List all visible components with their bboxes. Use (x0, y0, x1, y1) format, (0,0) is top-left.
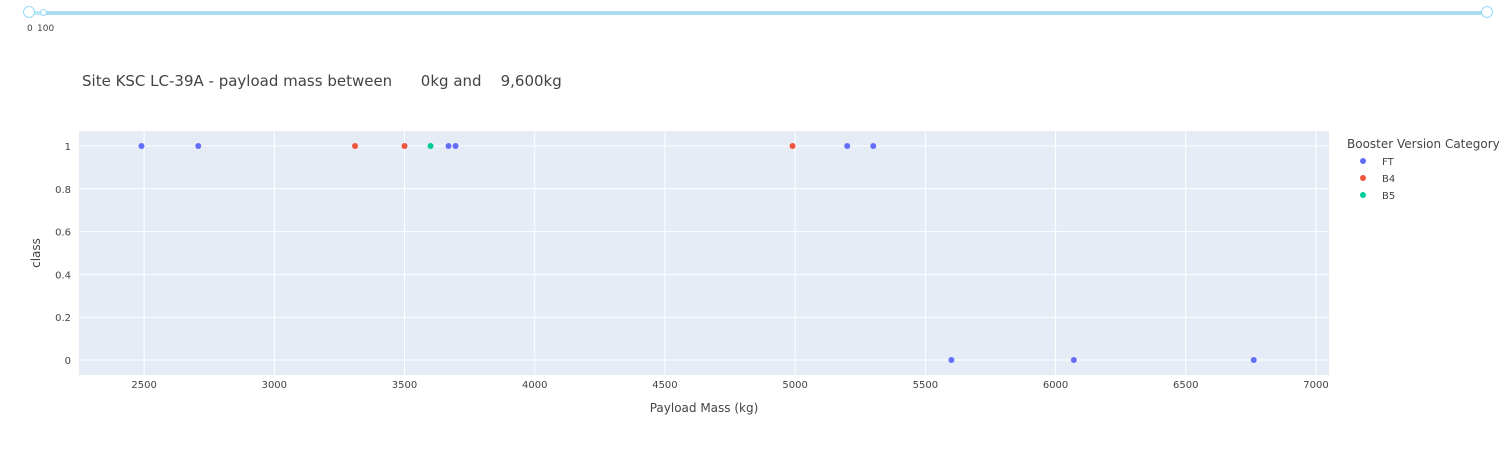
slider-selected-track (44, 11, 1488, 15)
x-tick-label: 6500 (1173, 380, 1198, 391)
data-point-ft (948, 357, 955, 364)
payload-range-slider[interactable]: 0 100 (0, 0, 1507, 40)
data-point-ft (844, 142, 851, 149)
y-gridlines (79, 145, 1329, 361)
y-tick-label: 0.6 (55, 228, 71, 239)
x-tick-label: 3000 (262, 380, 287, 391)
y-tick-label: 0 (65, 356, 71, 367)
y-tick-label: 0.4 (55, 270, 71, 281)
data-point-ft (138, 142, 145, 149)
legend-marker-b5[interactable] (1360, 192, 1366, 198)
x-tick-label: 5500 (913, 380, 938, 391)
legend-title: Booster Version Category (1347, 137, 1500, 151)
slider-handle-low[interactable] (23, 6, 35, 18)
data-point-ft (1250, 357, 1257, 364)
x-axis-label: Payload Mass (kg) (650, 401, 759, 415)
data-point-ft (870, 142, 877, 149)
y-axis-label: class (29, 238, 43, 268)
x-tick-label: 4500 (652, 380, 677, 391)
x-tick-label: 3500 (392, 380, 417, 391)
data-point-b5 (427, 142, 434, 149)
y-tick-labels: 0 0.2 0.4 0.6 0.8 1 (55, 142, 71, 367)
legend: Booster Version Category FT B4 B5 (1347, 137, 1500, 202)
slider-mark-min: 0 (27, 24, 33, 34)
legend-marker-ft[interactable] (1360, 158, 1366, 164)
chart-title: Site KSC LC-39A - payload mass between 0… (82, 72, 562, 90)
data-point-b4 (352, 142, 359, 149)
slider-mark-max: 100 (37, 24, 55, 34)
x-tick-label: 6000 (1043, 380, 1068, 391)
x-tick-label: 7000 (1303, 380, 1328, 391)
data-point-ft (445, 142, 452, 149)
data-points (138, 142, 1257, 364)
x-tick-label: 5000 (782, 380, 807, 391)
data-point-ft (1070, 357, 1077, 364)
y-tick-label: 1 (65, 142, 71, 153)
data-point-b4 (401, 142, 408, 149)
legend-label-ft[interactable]: FT (1382, 157, 1395, 168)
x-tick-label: 2500 (131, 380, 156, 391)
plot-area (79, 131, 1329, 375)
x-tick-label: 4000 (522, 380, 547, 391)
data-point-ft (195, 142, 202, 149)
legend-marker-b4[interactable] (1360, 175, 1366, 181)
slider-dot-100[interactable] (40, 9, 47, 16)
y-tick-label: 0.2 (55, 313, 71, 324)
x-gridlines (143, 131, 1317, 375)
data-point-b4 (789, 142, 796, 149)
data-point-ft (452, 142, 459, 149)
y-tick-label: 0.8 (55, 185, 71, 196)
slider-handle-high[interactable] (1481, 6, 1493, 18)
legend-label-b5[interactable]: B5 (1382, 191, 1395, 202)
legend-label-b4[interactable]: B4 (1382, 174, 1395, 185)
x-tick-labels: 2500 3000 3500 4000 4500 5000 5500 6000 6500 7000 (131, 380, 1328, 391)
